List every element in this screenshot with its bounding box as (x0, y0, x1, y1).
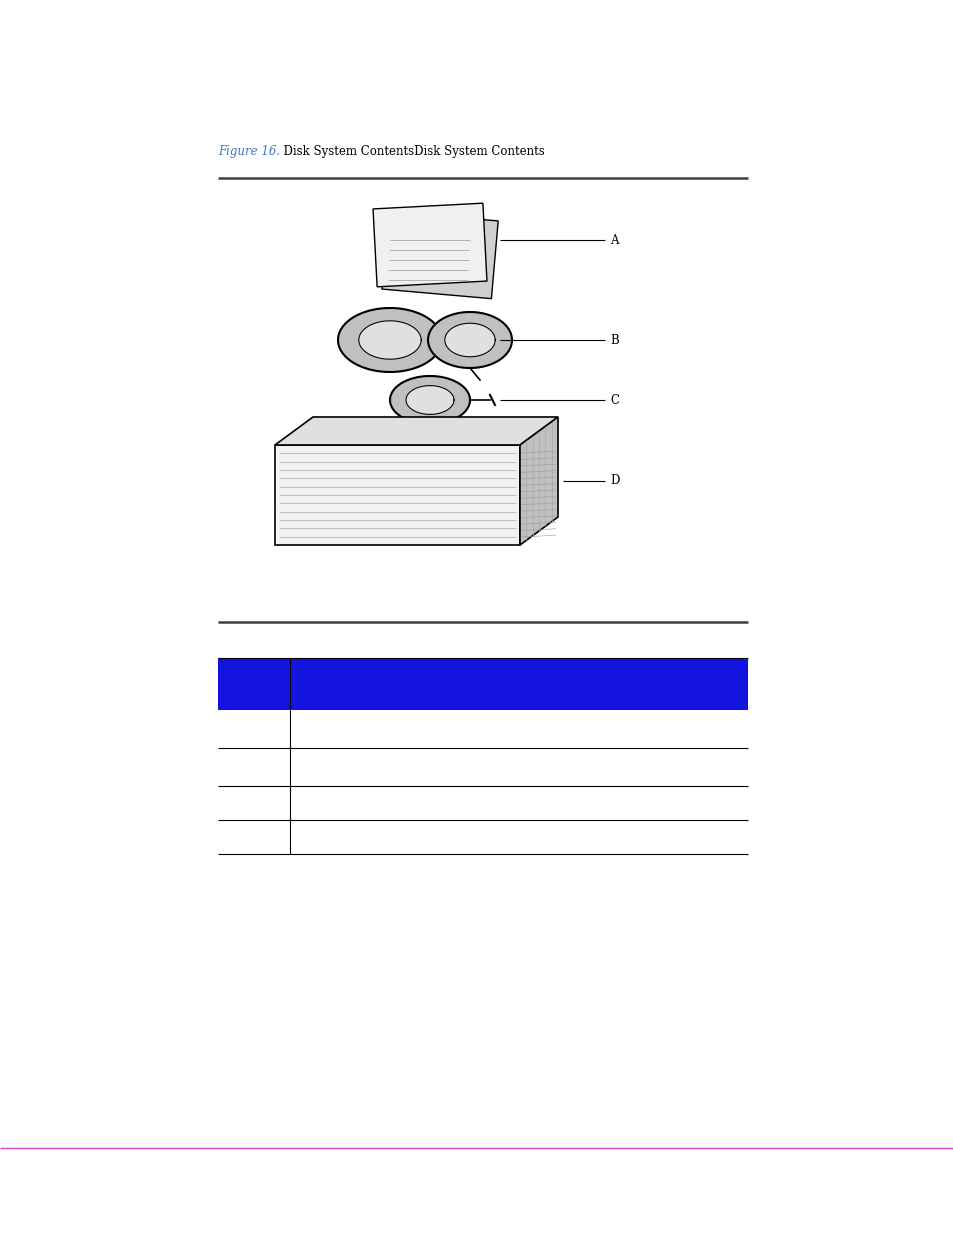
Polygon shape (406, 385, 454, 415)
Bar (218, 658, 747, 710)
Polygon shape (373, 204, 486, 287)
Text: Figure 16.: Figure 16. (218, 144, 280, 158)
Polygon shape (428, 312, 512, 368)
Text: A: A (609, 233, 618, 247)
Text: D: D (609, 474, 618, 488)
Text: B: B (609, 333, 618, 347)
Polygon shape (381, 211, 497, 299)
Polygon shape (358, 321, 421, 359)
Polygon shape (444, 324, 495, 357)
Text: C: C (609, 394, 618, 406)
Polygon shape (274, 445, 519, 545)
Polygon shape (337, 308, 441, 372)
Polygon shape (274, 417, 558, 445)
Polygon shape (390, 375, 470, 424)
Polygon shape (519, 417, 558, 545)
Text: Disk System ContentsDisk System Contents: Disk System ContentsDisk System Contents (275, 144, 544, 158)
